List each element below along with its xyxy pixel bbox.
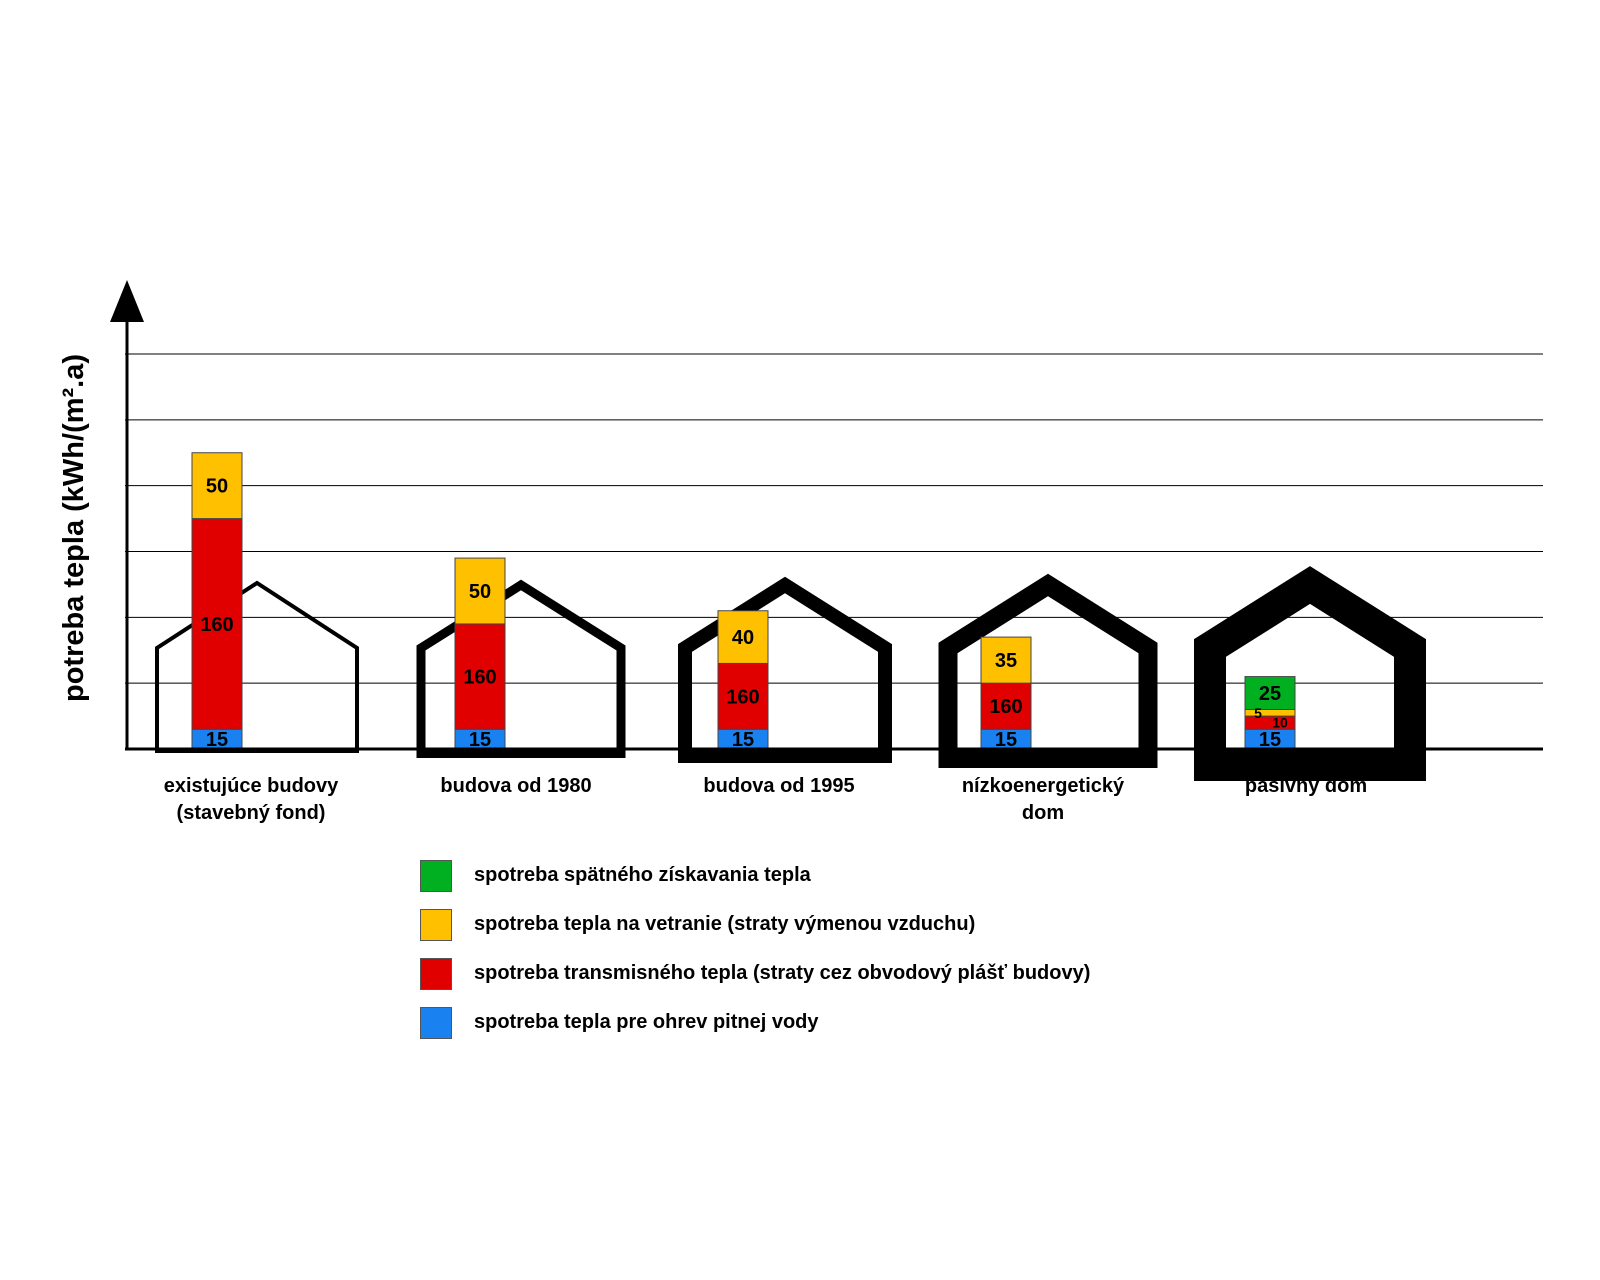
bar-value-label: 15 xyxy=(732,729,754,751)
bar-value-label: 160 xyxy=(463,667,496,689)
bar-segment-transmission xyxy=(717,662,769,730)
house-outline-4 xyxy=(938,573,1158,768)
legend-swatch xyxy=(420,1007,452,1039)
house-outline-3 xyxy=(678,576,892,763)
y-axis-label: potreba tepla (kWh/(m².a) xyxy=(58,354,90,702)
bar-value-label: 50 xyxy=(206,476,228,498)
bar-segment-ventilation xyxy=(454,557,506,625)
bar-value-label: 160 xyxy=(200,614,233,636)
house-outline-5 xyxy=(1194,566,1426,781)
bar-value-label: 160 xyxy=(726,686,759,708)
bar-value-label: 40 xyxy=(732,627,754,649)
bar-segment-transmission xyxy=(191,518,243,730)
category-label: existujúce budovy (stavebný fond) xyxy=(164,775,339,824)
legend-label: spotreba transmisného tepla (straty cez … xyxy=(474,962,1091,984)
bar-value-label: 10 xyxy=(1272,715,1288,731)
house-outline-1 xyxy=(155,580,359,753)
bar-segment-recovery xyxy=(1244,676,1296,710)
bars xyxy=(191,452,1296,750)
bar-value-label: 50 xyxy=(469,581,491,603)
legend-label: spotreba spätného získavania tepla xyxy=(474,864,811,886)
bar-segment-ventilation xyxy=(980,636,1032,684)
house-outline-2 xyxy=(416,579,626,758)
legend-label: spotreba tepla na vetranie (straty výmen… xyxy=(474,913,976,935)
category-label: pasívny dom xyxy=(1245,775,1367,797)
bar-value-label: 25 xyxy=(1259,683,1281,705)
bar-value-label: 15 xyxy=(469,729,491,751)
bar-value-label: 15 xyxy=(206,729,228,751)
category-label: budova od 1980 xyxy=(440,775,591,797)
legend-swatch xyxy=(420,958,452,990)
bar-value-label: 15 xyxy=(995,729,1017,751)
legend-swatch xyxy=(420,860,452,892)
category-labels: existujúce budovy (stavebný fond) budova o… xyxy=(164,775,1367,824)
bar-segment-transmission xyxy=(980,682,1032,730)
category-label: nízkoenergetický dom xyxy=(962,775,1125,824)
legend-label: spotreba tepla pre ohrev pitnej vody xyxy=(474,1011,819,1033)
bar-value-label: 160 xyxy=(989,696,1022,718)
bar-value-label: 15 xyxy=(1259,729,1281,751)
axes xyxy=(110,280,1543,751)
bar-segment-ventilation xyxy=(717,610,769,664)
bar-value-label: 5 xyxy=(1254,705,1262,721)
y-axis-arrow xyxy=(110,280,144,322)
house-outlines xyxy=(155,566,1426,781)
bar-segment-ventilation xyxy=(191,452,243,520)
bar-value-label: 35 xyxy=(995,650,1017,672)
gridlines xyxy=(125,353,1543,684)
legend-swatch xyxy=(420,909,452,941)
category-label: budova od 1995 xyxy=(703,775,854,797)
